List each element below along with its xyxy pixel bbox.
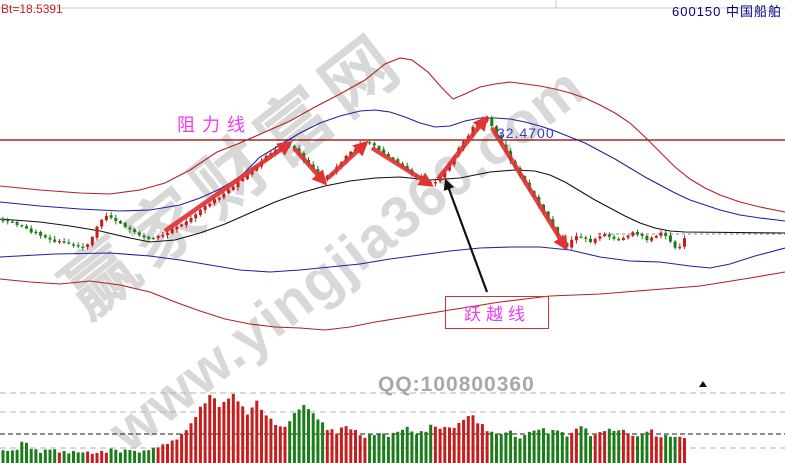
candlesticks <box>1 115 686 251</box>
trend-arrows <box>163 115 568 251</box>
stock-code-title: 600150 中国船舶 <box>672 4 782 19</box>
top-frame-lines <box>0 0 785 9</box>
jump-line-label: 跃越线 <box>464 305 530 324</box>
bollinger-bands <box>0 57 785 331</box>
jump-line-label-box: 跃越线 <box>445 296 549 329</box>
band-mid_black <box>0 169 785 243</box>
resistance-line-label: 阻力线 <box>177 115 252 135</box>
jump-line-pointer-arrow <box>443 178 489 293</box>
band-lower_blue <box>0 246 785 273</box>
qq-contact-watermark: QQ:100800360 <box>378 373 535 396</box>
band-upper_blue <box>0 109 785 222</box>
triangle-marker <box>699 381 707 387</box>
volume-bars <box>1 393 686 463</box>
indicator-value-label: Bt=18.5391 <box>1 2 63 16</box>
band-upper_red <box>0 57 785 213</box>
peak-price-value-label: 32.4700 <box>497 125 555 141</box>
band-lower_red <box>0 271 785 331</box>
